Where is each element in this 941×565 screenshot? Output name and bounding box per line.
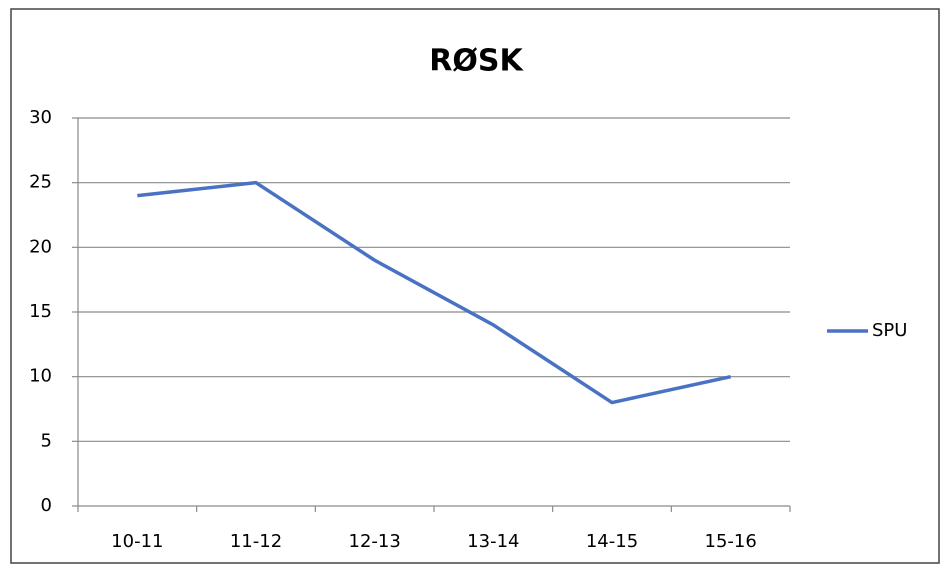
x-tick-label: 10-11 (111, 531, 163, 552)
data-line (137, 180, 732, 405)
x-tick-label: 14-15 (586, 531, 638, 552)
y-tick-label: 5 (41, 430, 52, 451)
chart-title: RØSK (429, 44, 524, 79)
y-tick-label: 25 (29, 172, 52, 193)
y-tick-label: 10 (29, 366, 52, 387)
y-tick-label: 30 (29, 107, 52, 128)
x-tick-label: 15-16 (705, 531, 757, 552)
x-tick-label: 12-13 (349, 531, 401, 552)
y-tick-label: 15 (29, 301, 52, 322)
x-tick-label: 11-12 (230, 531, 282, 552)
x-tick-label: 13-14 (467, 531, 519, 552)
legend-label: SPU (872, 320, 907, 341)
y-tick-label: 0 (41, 495, 52, 516)
y-tick-label: 20 (29, 236, 52, 257)
chart-frame (10, 8, 940, 564)
